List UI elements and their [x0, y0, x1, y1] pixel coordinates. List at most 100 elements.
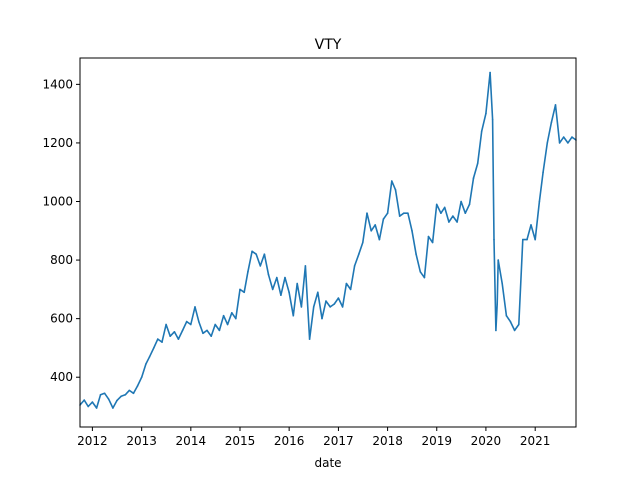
data-point: [366, 212, 368, 214]
data-point: [226, 323, 229, 326]
data-point: [491, 118, 494, 121]
data-point: [353, 265, 356, 267]
x-tick-label: 2014: [176, 434, 207, 448]
data-point: [518, 323, 520, 326]
data-point: [267, 273, 270, 276]
x-tick-label: 2020: [471, 434, 502, 448]
data-point: [304, 265, 307, 267]
data-point: [276, 276, 278, 279]
data-point: [431, 241, 434, 244]
data-point: [292, 314, 295, 317]
data-point: [214, 323, 216, 326]
data-point: [495, 329, 497, 332]
data-point: [206, 329, 208, 332]
data-point: [91, 401, 94, 403]
data-point: [239, 288, 241, 291]
data-point: [374, 224, 377, 226]
data-point: [136, 385, 139, 387]
data-point: [493, 238, 495, 241]
data-point: [464, 212, 467, 214]
x-axis-ticks: 2012 2013 2014 2015 2016 2017 2018 2019 2020 2021: [77, 427, 550, 448]
data-point: [210, 335, 212, 338]
data-point: [300, 306, 303, 308]
data-point: [231, 312, 233, 314]
data-point: [83, 399, 85, 401]
data-point: [243, 291, 245, 294]
data-point: [456, 221, 458, 223]
data-point: [403, 212, 405, 214]
data-point: [407, 212, 409, 214]
data-point: [485, 112, 487, 115]
data-point: [571, 136, 573, 138]
data-point: [435, 203, 438, 206]
data-point: [124, 394, 127, 396]
data-point: [419, 271, 422, 273]
data-point: [562, 136, 565, 138]
x-tick-label: 2019: [421, 434, 452, 448]
data-point: [337, 297, 340, 299]
data-point: [509, 320, 512, 323]
data-point: [157, 338, 159, 340]
data-point: [448, 221, 450, 223]
data-point: [198, 320, 200, 323]
data-point: [362, 241, 364, 244]
data-point: [271, 288, 274, 291]
data-point: [177, 338, 180, 340]
data-point: [181, 329, 184, 332]
data-point: [296, 282, 299, 285]
plot-frame: [79, 57, 577, 428]
data-point: [476, 162, 479, 165]
data-point: [550, 121, 553, 124]
x-tick-label: 2013: [126, 434, 157, 448]
data-point: [398, 215, 401, 217]
y-tick-label: 600: [50, 312, 73, 326]
data-point: [443, 206, 446, 209]
x-tick-label: 2021: [520, 434, 551, 448]
data-point: [333, 303, 336, 305]
data-point: [107, 398, 110, 401]
data-point: [173, 331, 176, 333]
data-point: [312, 306, 315, 308]
data-point: [489, 71, 491, 74]
data-point: [247, 271, 249, 273]
data-point: [349, 288, 352, 291]
data-point: [496, 303, 499, 305]
y-tick-label: 1400: [42, 77, 73, 91]
data-point: [148, 355, 151, 358]
data-point: [161, 341, 163, 343]
data-point: [522, 238, 524, 241]
data-point: [345, 282, 348, 285]
data-point: [112, 407, 114, 409]
data-point: [501, 282, 504, 285]
data-point: [505, 314, 508, 317]
x-tick-label: 2012: [77, 434, 108, 448]
data-point: [325, 300, 327, 302]
data-point: [165, 323, 167, 326]
data-point: [554, 104, 557, 106]
data-point: [341, 306, 344, 308]
data-point: [169, 335, 171, 338]
data-point: [132, 392, 135, 395]
y-tick-label: 1200: [42, 136, 73, 150]
data-point: [329, 306, 332, 308]
data-point: [382, 218, 385, 220]
data-point: [440, 212, 442, 214]
data-point: [358, 253, 360, 255]
data-point: [321, 317, 323, 320]
x-tick-label: 2018: [372, 434, 403, 448]
data-point: [222, 314, 225, 317]
data-point: [255, 253, 257, 255]
data-point: [427, 235, 430, 238]
data-point: [153, 347, 155, 349]
data-point: [284, 276, 286, 279]
data-point: [415, 253, 417, 255]
data-point: [145, 363, 147, 365]
y-tick-label: 800: [50, 253, 73, 267]
data-point: [567, 142, 569, 144]
data-point: [95, 407, 98, 409]
data-point: [251, 250, 253, 253]
data-point: [120, 395, 122, 398]
data-point: [116, 399, 118, 402]
